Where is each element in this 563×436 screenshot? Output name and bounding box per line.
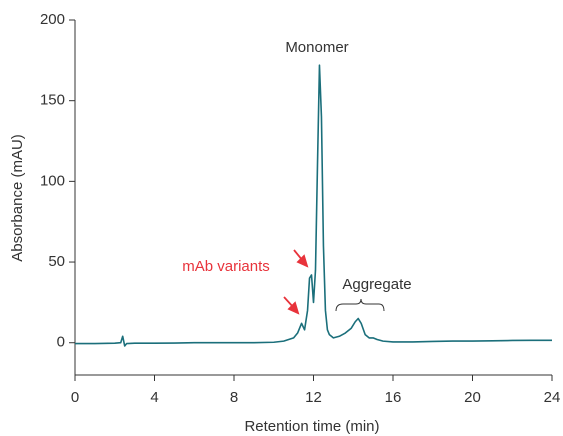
y-tick-label: 150: [40, 92, 65, 109]
x-tick-label: 20: [464, 389, 481, 406]
arrows: [283, 249, 309, 315]
y-tick-label: 200: [40, 11, 65, 28]
x-tick-label: 16: [385, 389, 402, 406]
trace-line: [75, 64, 552, 347]
annotation: Aggregate: [342, 276, 411, 293]
annotation: mAb variants: [182, 258, 270, 275]
x-tick-label: 8: [230, 389, 238, 406]
y-tick-label: 0: [57, 334, 65, 351]
x-tick-label: 24: [544, 389, 561, 406]
x-tick-label: 0: [71, 389, 79, 406]
aggregate-bracket: [335, 298, 385, 312]
y-axis-label: Absorbance (mAU): [9, 134, 26, 262]
y-tick-label: 100: [40, 172, 65, 189]
y-tick-label: 50: [48, 253, 65, 270]
x-tick-label: 4: [150, 389, 158, 406]
x-axis-label: Retention time (min): [244, 418, 379, 435]
x-tick-label: 12: [305, 389, 322, 406]
annotation: Monomer: [285, 39, 348, 56]
